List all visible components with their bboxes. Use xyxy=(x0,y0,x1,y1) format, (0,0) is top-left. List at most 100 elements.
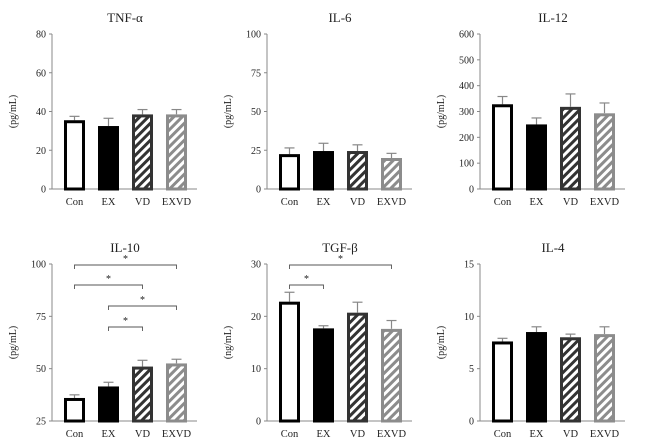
category-label: Con xyxy=(66,429,84,440)
significance-star: * xyxy=(123,254,128,265)
y-tick-label: 0 xyxy=(256,185,261,196)
y-tick-label: 50 xyxy=(251,107,261,118)
bar-vd xyxy=(347,312,368,423)
y-tick-label: 0 xyxy=(469,417,474,428)
bar-vd xyxy=(132,114,153,191)
y-tick-label: 100 xyxy=(459,159,474,170)
chart-title: TNF-α xyxy=(107,10,143,25)
bar-vd xyxy=(132,366,153,423)
bar-ex xyxy=(526,124,547,191)
significance-bracket xyxy=(74,264,177,269)
chart-title: TGF-β xyxy=(322,240,358,255)
chart-title: IL-10 xyxy=(110,240,140,255)
category-label: EX xyxy=(317,197,331,208)
y-tick-label: 200 xyxy=(459,133,474,144)
significance-star: * xyxy=(106,274,111,285)
bar-con xyxy=(64,397,85,423)
bar-con xyxy=(492,104,513,191)
y-tick-label: 30 xyxy=(251,260,261,271)
bar-exvd xyxy=(166,363,187,423)
y-axis-label: (pg/mL) xyxy=(8,326,19,359)
y-tick-label: 75 xyxy=(251,68,261,79)
y-axis-label: (ng/mL) xyxy=(223,326,234,359)
y-tick-label: 80 xyxy=(36,30,46,41)
bar-con xyxy=(279,301,300,423)
bar-ex xyxy=(98,386,119,423)
category-label: EXVD xyxy=(377,429,407,440)
y-tick-label: 20 xyxy=(251,312,261,323)
category-label: EXVD xyxy=(162,197,192,208)
category-label: VD xyxy=(350,429,366,440)
bar-vd xyxy=(560,106,581,191)
y-axis-label: (pg/mL) xyxy=(223,95,234,128)
y-tick-label: 5 xyxy=(469,364,474,375)
category-label: EXVD xyxy=(590,429,620,440)
bar-con xyxy=(492,341,513,423)
significance-star: * xyxy=(140,295,145,306)
y-tick-label: 50 xyxy=(36,364,46,375)
bar-ex xyxy=(98,126,119,191)
y-axis-label: (pg/mL) xyxy=(8,95,19,128)
bar-exvd xyxy=(594,113,615,191)
category-label: EX xyxy=(102,197,116,208)
category-label: EX xyxy=(317,429,331,440)
category-label: EX xyxy=(530,197,544,208)
category-label: VD xyxy=(563,197,579,208)
y-axis-label: (pg/mL) xyxy=(436,326,447,359)
y-tick-label: 100 xyxy=(246,30,261,41)
bar-con xyxy=(279,154,300,191)
y-tick-label: 0 xyxy=(469,185,474,196)
bar-vd xyxy=(560,337,581,423)
bar-vd xyxy=(347,151,368,191)
y-tick-label: 25 xyxy=(36,417,46,428)
chart-title: IL-6 xyxy=(328,10,352,25)
chart-title: IL-4 xyxy=(541,240,565,255)
category-label: VD xyxy=(563,429,579,440)
bar-exvd xyxy=(381,158,402,191)
significance-bracket xyxy=(289,264,392,269)
y-tick-label: 10 xyxy=(251,364,261,375)
y-tick-label: 500 xyxy=(459,55,474,66)
category-label: VD xyxy=(135,197,151,208)
bar-ex xyxy=(313,328,334,423)
chart-title: IL-12 xyxy=(538,10,568,25)
category-label: EXVD xyxy=(377,197,407,208)
y-tick-label: 40 xyxy=(36,107,46,118)
significance-bracket xyxy=(108,305,177,310)
y-tick-label: 0 xyxy=(256,417,261,428)
bar-exvd xyxy=(594,334,615,423)
bar-ex xyxy=(526,332,547,423)
y-tick-label: 10 xyxy=(464,312,474,323)
category-label: EX xyxy=(530,429,544,440)
significance-bracket xyxy=(74,284,143,289)
category-label: EX xyxy=(102,429,116,440)
y-tick-label: 300 xyxy=(459,107,474,118)
category-label: Con xyxy=(494,429,512,440)
y-axis-label: (pg/mL) xyxy=(436,95,447,128)
category-label: EXVD xyxy=(590,197,620,208)
significance-bracket xyxy=(289,284,324,289)
category-label: VD xyxy=(350,197,366,208)
category-label: Con xyxy=(281,429,299,440)
category-label: EXVD xyxy=(162,429,192,440)
bar-ex xyxy=(313,151,334,191)
significance-star: * xyxy=(338,254,343,265)
bar-con xyxy=(64,120,85,191)
y-tick-label: 60 xyxy=(36,68,46,79)
category-label: Con xyxy=(66,197,84,208)
bar-exvd xyxy=(166,114,187,191)
category-label: Con xyxy=(494,197,512,208)
y-tick-label: 25 xyxy=(251,146,261,157)
y-tick-label: 0 xyxy=(41,185,46,196)
category-label: VD xyxy=(135,429,151,440)
category-label: Con xyxy=(281,197,299,208)
significance-star: * xyxy=(123,316,128,327)
y-tick-label: 20 xyxy=(36,146,46,157)
